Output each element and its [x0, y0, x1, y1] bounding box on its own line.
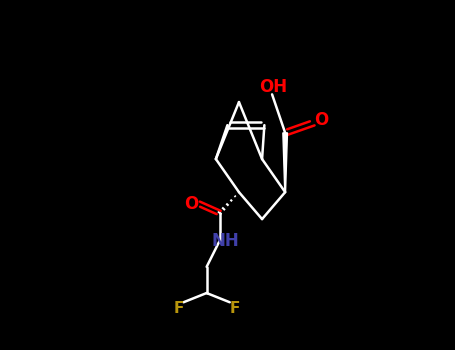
Text: F: F [174, 301, 184, 316]
Text: NH: NH [212, 232, 240, 250]
Text: O: O [314, 111, 329, 129]
Polygon shape [283, 133, 288, 192]
Text: OH: OH [259, 78, 288, 96]
Text: O: O [184, 195, 198, 213]
Text: F: F [229, 301, 239, 316]
